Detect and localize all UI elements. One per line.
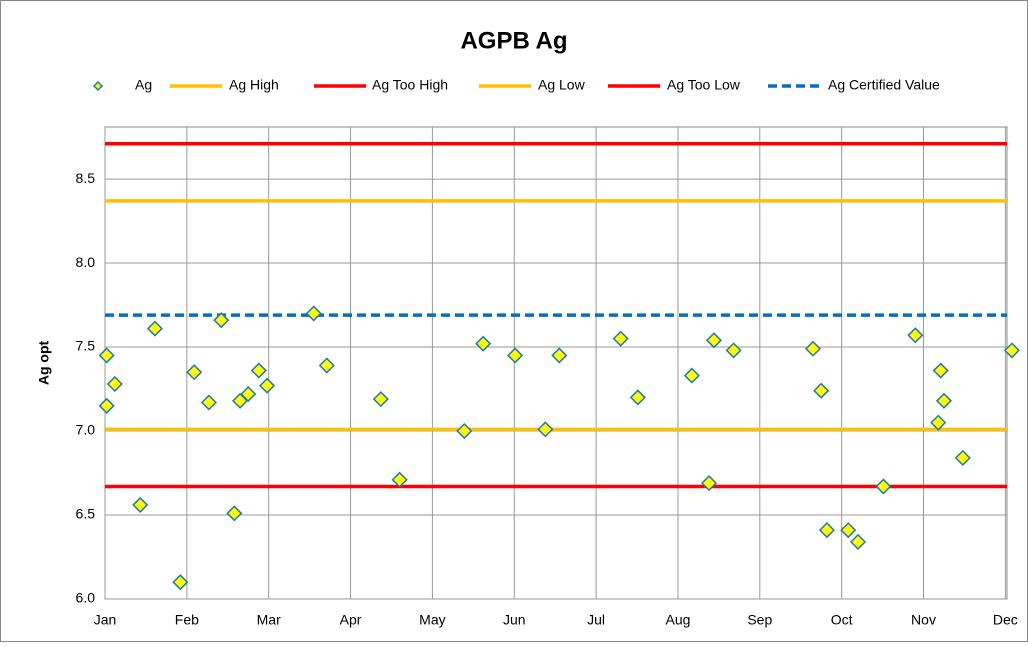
data-point: [840, 522, 857, 539]
data-point: [456, 422, 473, 440]
legend-label: Ag Too High: [372, 77, 448, 93]
x-tick-label: Feb: [175, 612, 199, 628]
data-point: [612, 330, 629, 347]
x-tick-label: Dec: [993, 612, 1018, 628]
data-point: [106, 375, 123, 393]
data-point: [701, 475, 718, 492]
data-point: [305, 305, 322, 322]
y-tick-label: 7.5: [76, 338, 96, 354]
data-point: [240, 386, 257, 403]
data-point: [849, 533, 867, 550]
data-point: [537, 421, 554, 438]
data-point: [259, 377, 276, 394]
legend-label: Ag Certified Value: [828, 77, 940, 93]
legend-label: Ag Too Low: [667, 77, 741, 93]
chart-title: AGPB Ag: [460, 27, 567, 54]
y-tick-label: 6.5: [76, 506, 96, 522]
data-point: [200, 394, 218, 411]
data-point: [507, 347, 524, 364]
y-tick-label: 7.0: [76, 422, 96, 438]
data-point: [935, 392, 953, 409]
data-point: [907, 327, 924, 344]
x-tick-label: Sep: [747, 612, 772, 628]
data-point: [186, 364, 203, 381]
data-point: [551, 347, 568, 364]
legend-label: Ag Low: [538, 77, 586, 93]
y-tick-label: 6.0: [76, 590, 96, 606]
data-point: [172, 574, 189, 591]
data-point: [146, 320, 163, 337]
data-point: [804, 340, 822, 357]
x-tick-label: Mar: [257, 612, 281, 628]
legend-label: Ag High: [229, 77, 279, 93]
y-tick-label: 8.0: [76, 254, 96, 270]
data-point: [132, 496, 149, 513]
x-tick-label: Aug: [665, 612, 690, 628]
data-point: [705, 332, 723, 349]
data-point: [98, 397, 115, 414]
y-tick-label: 8.5: [76, 170, 96, 186]
data-point: [930, 414, 947, 431]
x-tick-label: Jun: [503, 612, 526, 628]
data-point: [372, 391, 389, 408]
x-tick-label: Nov: [911, 612, 936, 628]
x-tick-label: May: [419, 612, 445, 628]
data-point: [813, 382, 830, 399]
data-point: [1003, 342, 1020, 359]
legend-label: Ag: [135, 77, 152, 93]
data-point: [213, 312, 230, 329]
x-tick-label: Jan: [94, 612, 117, 628]
data-point: [391, 471, 408, 488]
data-point: [226, 505, 243, 522]
plot-area: [104, 126, 1008, 600]
data-point: [250, 362, 267, 379]
data-point: [318, 357, 335, 374]
data-point: [954, 449, 971, 466]
data-point: [875, 478, 892, 495]
data-point: [683, 367, 700, 384]
data-point: [98, 347, 115, 364]
x-tick-label: Apr: [340, 612, 362, 628]
x-tick-label: Jul: [587, 612, 605, 628]
data-point: [932, 362, 949, 379]
data-point: [629, 389, 646, 406]
data-point: [818, 522, 835, 539]
legend-marker: [92, 80, 104, 92]
data-point: [475, 335, 492, 352]
data-point: [725, 342, 742, 359]
y-axis-label: Ag opt: [36, 341, 52, 386]
x-tick-label: Oct: [831, 612, 853, 628]
